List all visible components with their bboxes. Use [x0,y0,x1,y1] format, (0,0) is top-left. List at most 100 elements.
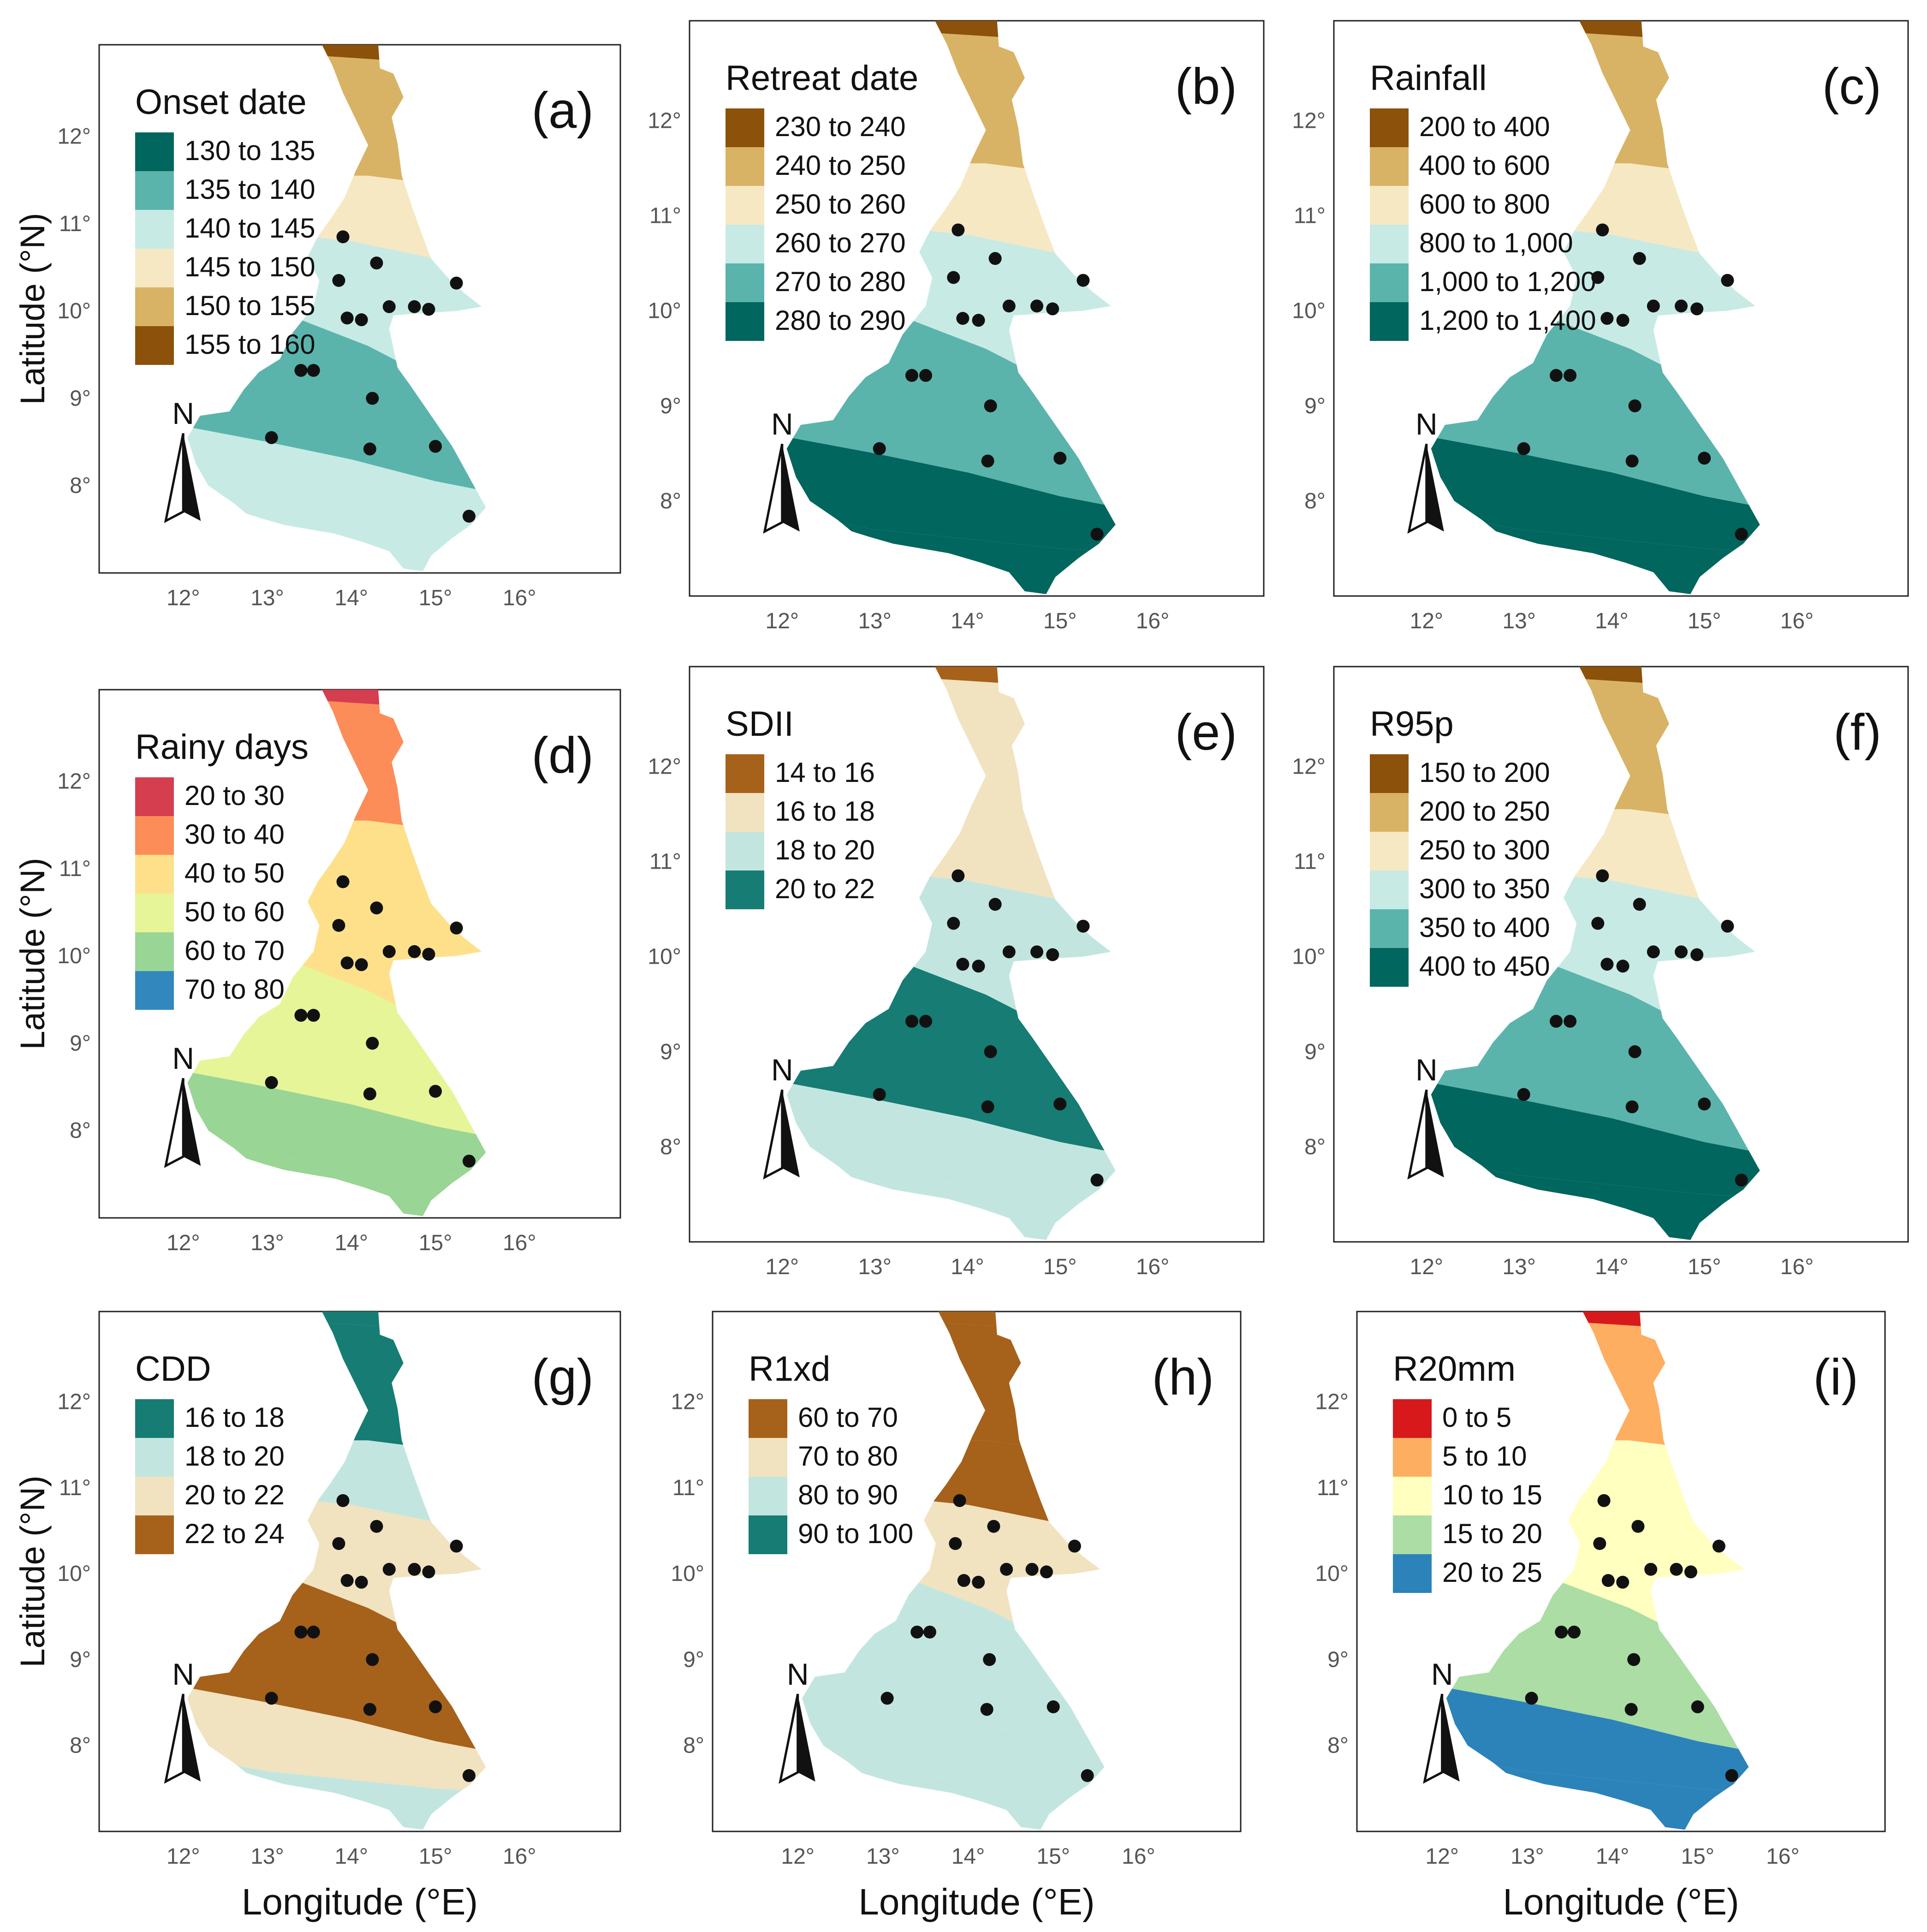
zone-area [187,1440,486,1539]
station-dot [1567,1625,1581,1639]
station-dot [983,1653,996,1666]
legend-label: 5 to 10 [1442,1441,1527,1472]
legend-label: 800 to 1,000 [1419,227,1573,258]
map-panel: 12° 13° 14° 15° 16° 8° 9° 10° 11° 12° N (e) SDII 14 t… [648,666,1265,1279]
legend-swatch [135,1438,174,1477]
legend-label: 16 to 18 [184,1402,285,1433]
legend-label: 200 to 400 [1419,111,1550,142]
legend-swatch [1370,909,1409,948]
station-dot [905,1014,918,1028]
legend-label: 300 to 350 [1419,873,1550,904]
legend-swatch [1370,108,1409,147]
station-dot [1721,919,1734,933]
north-label: N [1416,407,1438,441]
legend-title: Rainy days [135,727,309,767]
station-dot [1633,898,1646,911]
lon-tick-label: 15° [1688,1255,1721,1279]
north-arrow-icon [779,1693,799,1784]
station-dot [1053,1097,1067,1111]
legend-swatch [1370,871,1409,909]
legend-swatch [135,132,174,171]
lon-tick-label: 15° [1043,1255,1077,1279]
legend-label: 60 to 70 [184,935,285,966]
lat-tick-label: 8° [70,1734,91,1758]
station-dot [1675,299,1688,313]
lat-tick-label: 12° [57,125,91,149]
legend-swatch [1393,1399,1432,1438]
zone-area [187,1574,486,1754]
north-label: N [1416,1053,1438,1087]
lat-tick-label: 10° [1292,299,1326,323]
legend-label: 60 to 70 [798,1402,898,1433]
station-dot [336,1494,350,1507]
station-dot [1591,917,1605,930]
station-dot [1628,399,1642,412]
station-dot [1601,1574,1615,1587]
lon-tick-label: 12° [1410,609,1444,633]
panel-letter: (b) [1175,58,1237,115]
zone-area [1431,434,1760,554]
station-dot [1555,1625,1568,1639]
legend-swatch [135,932,174,971]
lat-tick-label: 9° [70,1647,91,1672]
station-dot [956,312,969,325]
station-dot [355,1575,368,1589]
station-dot [363,1703,376,1716]
station-dot [332,274,345,287]
lon-tick-label: 14° [1595,1255,1629,1279]
station-dot [332,918,345,932]
station-dot [1721,274,1734,287]
station-dot [972,314,985,327]
panel-letter: (d) [532,727,594,784]
station-dot [450,1539,463,1553]
lon-tick-label: 12° [766,609,799,633]
station-dot [919,1014,933,1028]
legend-label: 400 to 450 [1419,951,1550,982]
legend-label: 130 to 135 [184,135,315,166]
station-dot [382,945,396,958]
legend-swatch [749,1515,787,1554]
station-dot [422,303,435,316]
lat-tick-label: 8° [683,1734,704,1758]
lon-tick-label: 16° [503,586,536,610]
lat-tick-label: 10° [57,1562,91,1586]
legend-label: 150 to 155 [184,290,315,321]
north-arrow-icon [1442,1693,1460,1782]
lat-tick-label: 8° [1304,1135,1326,1159]
station-dot [1690,302,1704,316]
lat-tick-label: 11° [59,857,91,881]
legend-swatch [726,186,764,225]
zone-area [786,310,1116,511]
legend-swatch [726,832,764,871]
station-dot [307,1625,320,1639]
legend-label: 20 to 30 [184,780,285,811]
legend-swatch [1370,147,1409,186]
station-dot [265,431,278,444]
station-dot [1517,442,1530,455]
station-dot [450,276,463,290]
legend-swatch [726,225,764,263]
north-label: N [787,1657,809,1691]
legend-title: R95p [1370,704,1454,744]
station-dot [1633,252,1646,265]
station-dot [408,300,421,313]
station-dot [1081,1769,1094,1782]
panel-letter: (e) [1175,704,1237,761]
station-dot [1698,1097,1711,1111]
north-arrow-icon [183,433,201,521]
lat-tick-label: 10° [648,945,681,969]
station-dot [307,1008,320,1022]
zone-area [1446,1685,1749,1793]
lon-tick-label: 12° [167,586,200,610]
station-dot [1077,274,1090,287]
legend-swatch [726,147,764,186]
zone-area [802,1440,1105,1539]
legend-label: 280 to 290 [775,305,906,336]
map-panel: 12° 13° 14° 15° 16° 8° 9° 10° 11° 12° N (g) CDD 16 to… [57,1311,621,1869]
station-dot [1625,1100,1639,1114]
station-dot [408,1562,421,1576]
lat-tick-label: 11° [59,212,91,236]
legend-swatch [1370,225,1409,263]
station-dot [949,1537,962,1550]
station-dot [910,1625,924,1639]
